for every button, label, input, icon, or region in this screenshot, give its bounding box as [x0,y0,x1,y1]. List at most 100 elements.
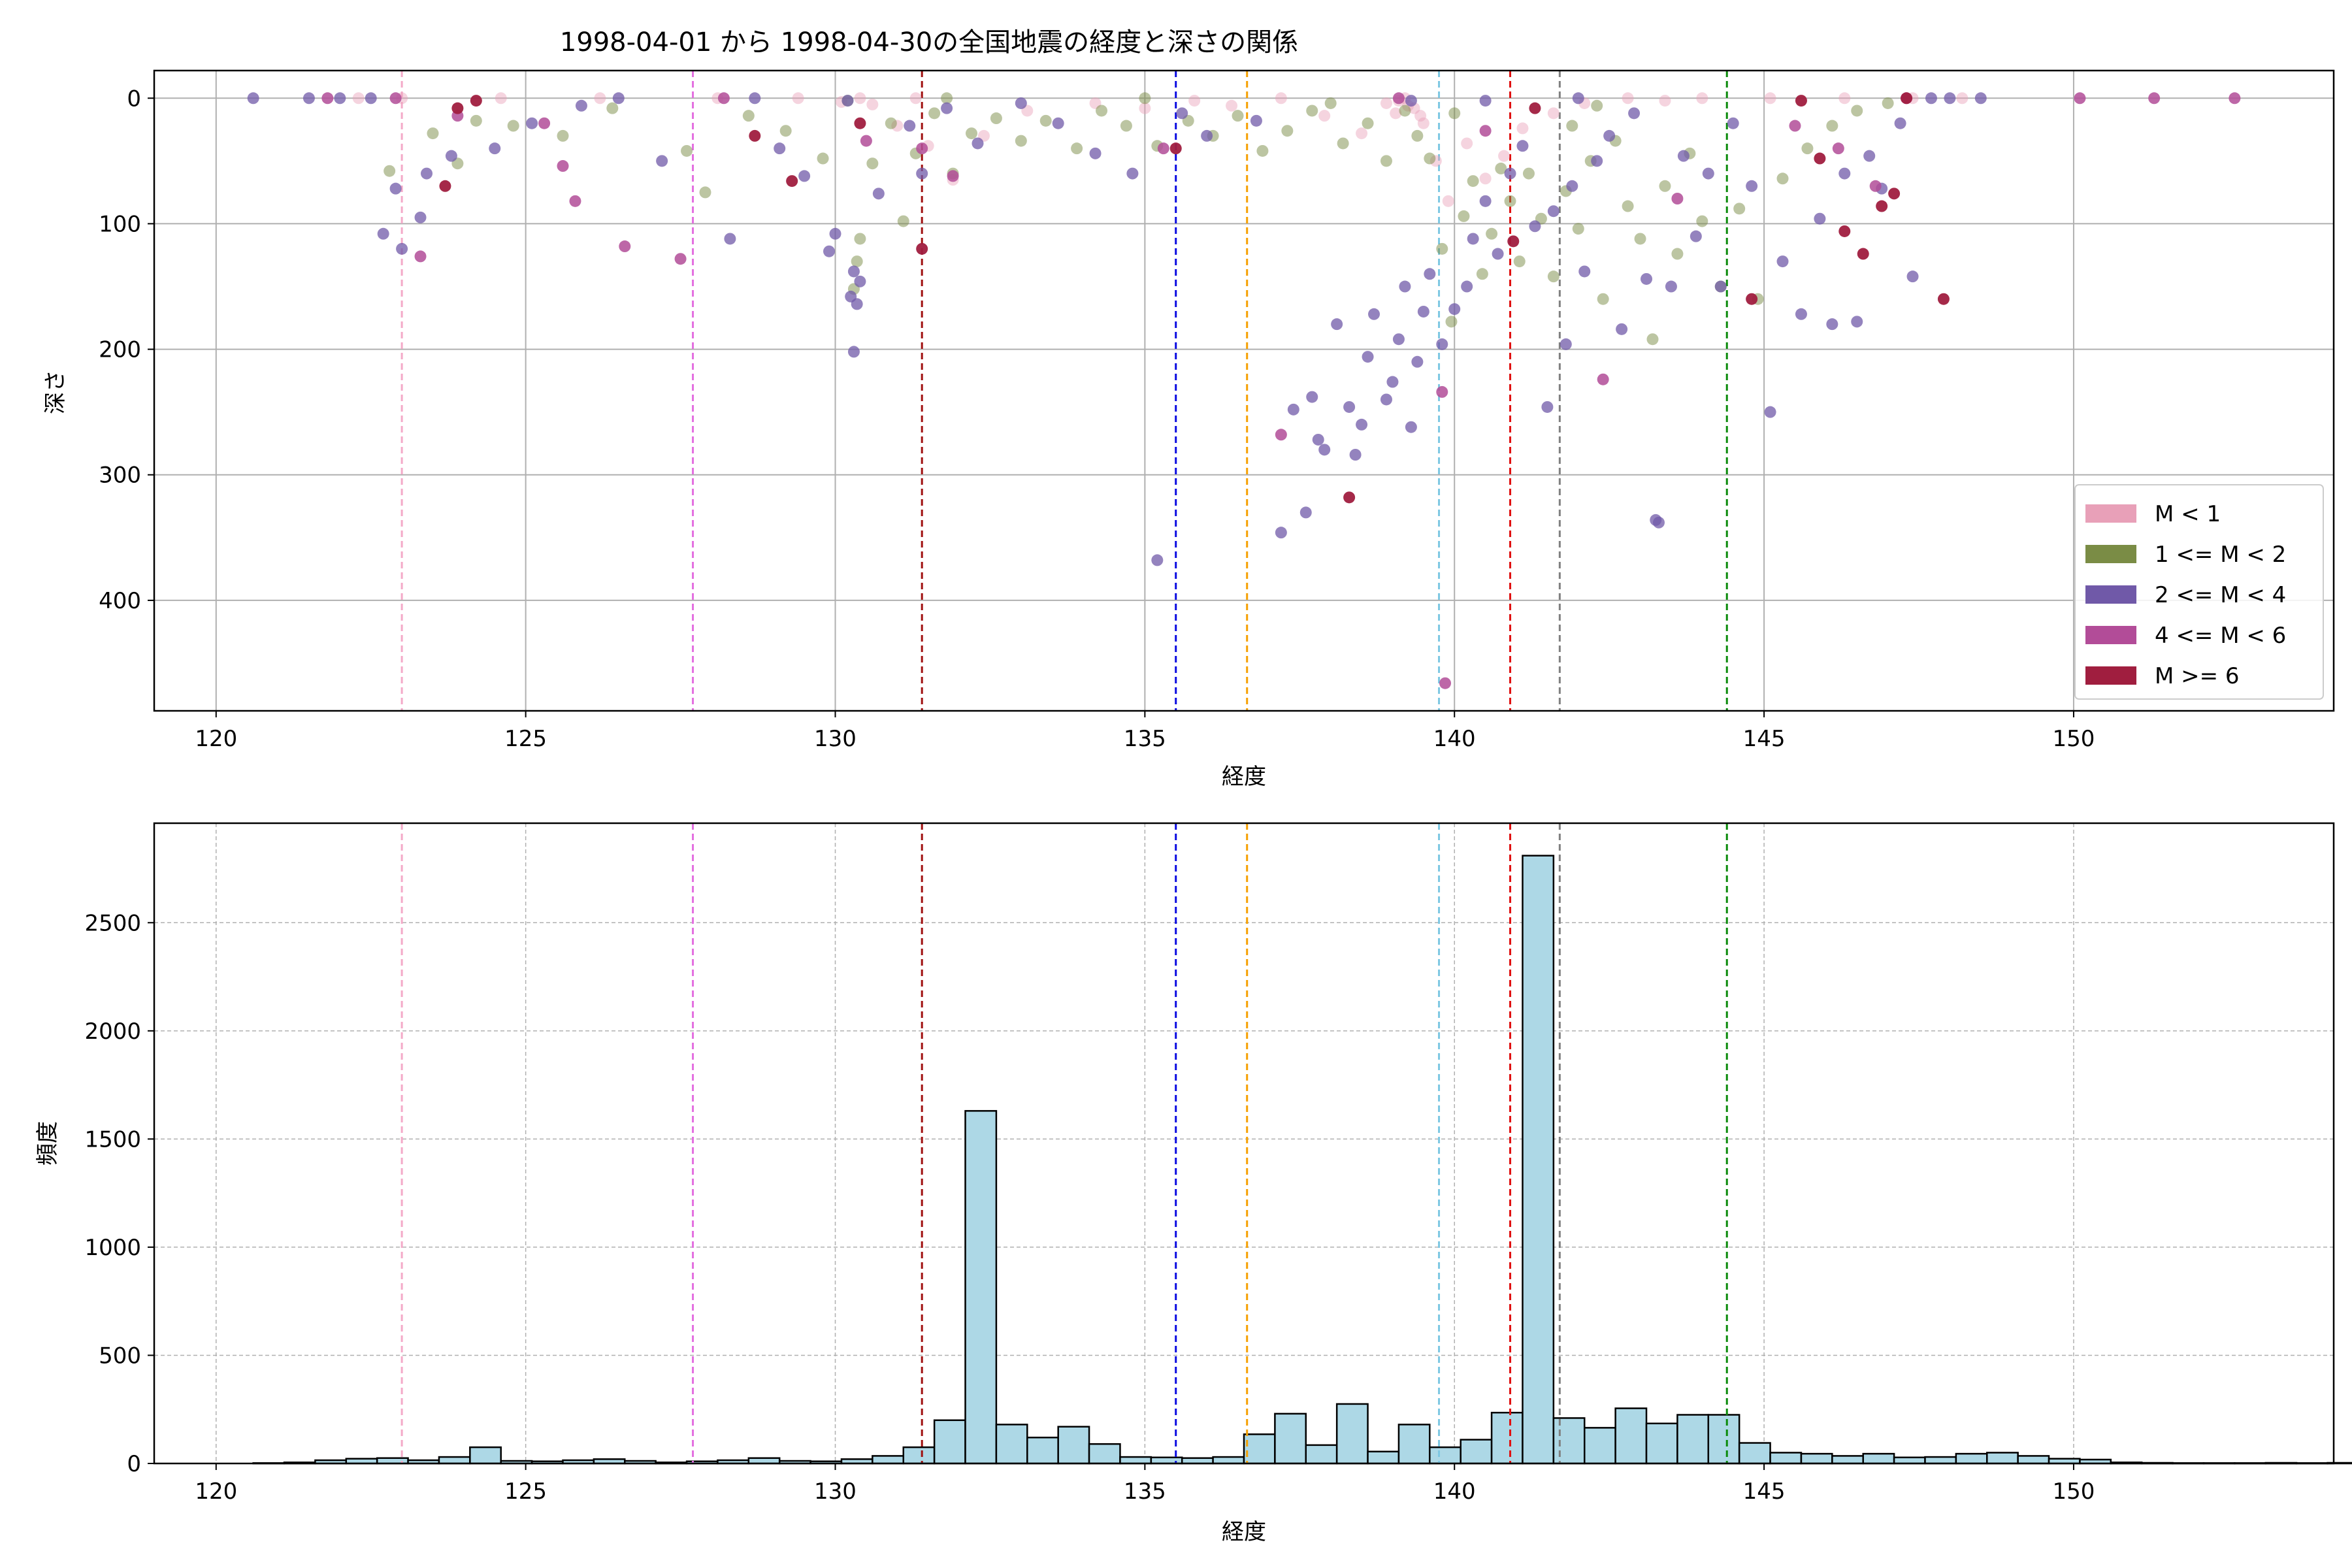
scatter-point [854,92,866,105]
scatter-point [866,157,879,170]
scatter-point [1380,393,1392,406]
scatter-point [1541,400,1554,413]
histogram-bar [1955,1452,1988,1465]
scatter-point [941,92,953,105]
scatter-point [749,129,761,142]
histogram-bar [1831,1455,1864,1465]
histogram-bar [1893,1456,1926,1465]
histogram-bar [964,1110,998,1465]
scatter-point [1696,92,1708,105]
x-tick-label: 145 [1743,726,1786,752]
scatter-point [1461,137,1473,150]
scatter-point [1139,92,1151,105]
scatter-point [1390,107,1402,120]
scatter-point [1467,233,1479,245]
scatter-point [1529,102,1541,114]
scatter-point [1857,248,1869,260]
scatter-point [1776,172,1789,185]
scatter-point [526,117,538,129]
scatter-point [594,92,606,105]
scatter-point [990,112,1002,125]
scatter-point [792,92,804,105]
scatter-point [1937,293,1950,305]
x-tick-label: 140 [1433,1478,1476,1505]
scatter-point [829,227,841,240]
x-tick-label: 120 [195,1478,237,1505]
scatter-point [1281,125,1294,137]
scatter-point [1560,338,1572,350]
scatter-point [451,102,464,114]
scatter-point [699,186,711,199]
scatter-point [1516,140,1529,152]
scatter-point [1439,677,1452,689]
y-tick-label: 300 [99,463,141,489]
scatter-point [1356,127,1368,140]
histogram-frame [153,822,2335,1465]
scatter-point [321,92,334,105]
scatter-point [557,160,569,172]
scatter-point [247,92,259,105]
scatter-point [904,120,916,132]
legend-frame [2074,484,2324,700]
scatter-point [1176,107,1188,120]
histogram-reference-lines [400,823,1728,1463]
scatter-point [1318,444,1331,456]
scatter-point [1641,272,1653,285]
scatter-point [866,98,879,110]
scatter-point [1139,102,1151,114]
scatter-point [1591,99,1603,112]
scatter-point [1392,92,1405,105]
histogram-bar [1676,1414,1710,1465]
scatter-point [1789,120,1801,132]
legend-swatch [2085,504,2136,523]
scatter-point [928,107,941,120]
scatter-point [1851,316,1863,328]
legend-label: 1 <= M < 2 [2155,542,2286,568]
y-tick-label: 0 [127,86,141,112]
y-tick-label: 2000 [84,1019,141,1045]
scatter-point [439,180,451,192]
scatter-point [1126,167,1139,180]
histogram-bars [252,855,2352,1465]
scatter-point [1516,122,1529,135]
scatter-points [247,92,2241,689]
scatter-point [1832,142,1844,155]
scatter-point [612,92,625,105]
scatter-point [841,95,854,107]
scatter-point [1838,225,1851,237]
scatter-x-axis-label: 経度 [1222,764,1266,790]
scatter-point [1479,195,1492,207]
scatter-point [1275,527,1287,539]
scatter-point [495,92,507,105]
scatter-point [1876,200,1888,212]
scatter-point [1405,95,1417,107]
histogram-bar [1490,1411,1524,1465]
scatter-point [1504,167,1516,180]
histogram-bar [1986,1452,2019,1465]
scatter-point [1188,95,1201,107]
scatter-point [1634,233,1646,245]
y-tick-label: 2500 [84,910,141,936]
scatter-point [1169,142,1182,155]
scatter-point [872,188,885,200]
scatter-point [1015,135,1027,147]
scatter-point [1479,172,1492,185]
scatter-point [1417,305,1429,318]
scatter-point [1306,391,1318,403]
scatter-point [1405,421,1417,433]
scatter-point [1863,150,1876,162]
scatter-y-ticks: 0 100 200 300 400 [99,86,154,614]
x-tick-label: 120 [195,726,237,752]
scatter-point [885,117,897,129]
scatter-point [1250,114,1262,127]
scatter-point [1851,105,1863,117]
scatter-point [569,195,581,207]
scatter-legend: M < 1 1 <= M < 2 2 <= M < 4 4 <= M < 6 M >= … [2074,484,2324,700]
histogram-bar [438,1456,471,1465]
scatter-point [2074,92,2086,105]
legend-label: M >= 6 [2155,663,2240,689]
x-tick-label: 140 [1433,726,1476,752]
scatter-point [1944,92,1956,105]
scatter-point [1318,110,1331,122]
scatter-point [445,150,457,162]
